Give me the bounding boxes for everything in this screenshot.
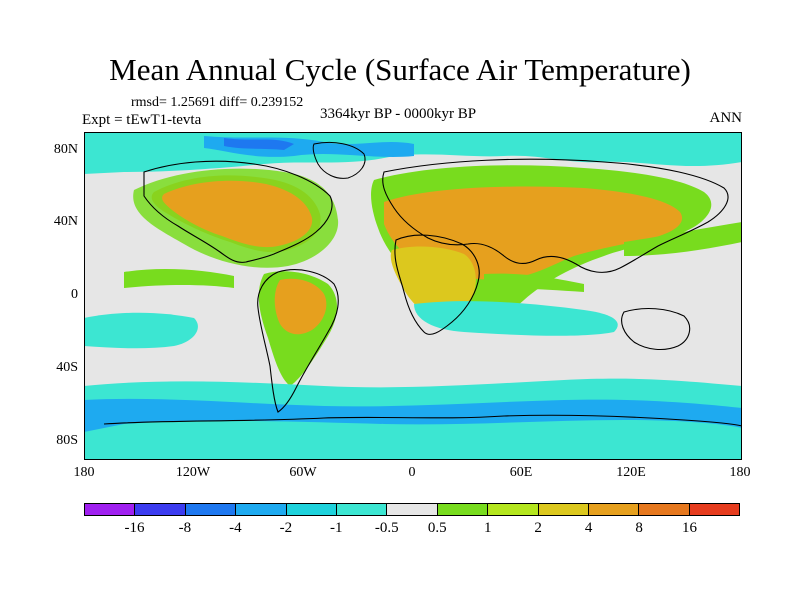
pacific-west-band bbox=[624, 222, 742, 256]
arctic-deep-blue bbox=[224, 138, 294, 150]
australia-outline bbox=[621, 307, 691, 351]
north-america-outline bbox=[143, 160, 333, 263]
lon-label-180w: 180 bbox=[73, 465, 95, 480]
colorbar-swatch bbox=[689, 504, 740, 515]
greenland-outline bbox=[312, 141, 366, 179]
colorbar-swatch bbox=[85, 504, 136, 515]
antarctic-core bbox=[84, 420, 742, 460]
north-america-core bbox=[162, 180, 313, 248]
season-label: ANN bbox=[709, 110, 743, 126]
eurasia-outline bbox=[382, 158, 729, 273]
colorbar-swatch bbox=[286, 504, 337, 515]
colorbar-swatch bbox=[639, 504, 690, 515]
chart-title: Mean Annual Cycle (Surface Air Temperatu… bbox=[109, 52, 691, 87]
experiment-label: Expt = tEwT1-tevta bbox=[82, 112, 202, 128]
colorbar bbox=[84, 503, 740, 516]
colorbar-swatch bbox=[538, 504, 589, 515]
colorbar-swatch bbox=[488, 504, 539, 515]
colorbar-label: -16 bbox=[124, 520, 145, 536]
rmsd-diff-stats: rmsd= 1.25691 diff= 0.239152 bbox=[131, 95, 304, 110]
colorbar-swatch bbox=[336, 504, 388, 515]
antarctica-outline bbox=[103, 414, 742, 427]
colorbar-label: -8 bbox=[178, 520, 192, 536]
south-indian-cool bbox=[414, 301, 618, 336]
colorbar-label: 2 bbox=[534, 520, 542, 536]
colorbar-swatch bbox=[588, 504, 640, 515]
lon-label-180e: 180 bbox=[729, 465, 751, 480]
colorbar-label: 4 bbox=[584, 520, 593, 536]
tropical-atlantic-band bbox=[124, 269, 234, 288]
colorbar-swatch bbox=[437, 504, 489, 515]
south-america-outline bbox=[257, 269, 339, 413]
lat-label-80n: 80N bbox=[53, 142, 78, 157]
indian-ocean-band bbox=[484, 273, 584, 292]
map-border bbox=[84, 132, 742, 460]
africa-outline bbox=[394, 234, 480, 335]
lon-label-120e: 120E bbox=[616, 465, 646, 480]
colorbar-swatch bbox=[236, 504, 287, 515]
lat-label-40n: 40N bbox=[53, 214, 78, 229]
lat-label-80s: 80S bbox=[56, 433, 78, 448]
colorbar-swatch bbox=[387, 504, 438, 515]
colorbar-label: -2 bbox=[279, 520, 293, 536]
lon-label-60e: 60E bbox=[509, 465, 533, 480]
south-pacific-cool bbox=[84, 312, 198, 349]
lat-label-40s: 40S bbox=[56, 360, 78, 375]
colorbar-label: 8 bbox=[635, 520, 643, 536]
colorbar-label: -4 bbox=[229, 520, 242, 536]
lon-label-120w: 120W bbox=[175, 465, 211, 480]
colorbar-label: 1 bbox=[483, 520, 492, 536]
colorbar-swatch bbox=[135, 504, 186, 515]
colorbar-label: -0.5 bbox=[374, 520, 399, 536]
south-america-core bbox=[274, 278, 327, 335]
colorbar-label: 0.5 bbox=[427, 520, 447, 536]
period-label: 3364kyr BP - 0000kyr BP bbox=[320, 106, 477, 122]
colorbar-label: 16 bbox=[682, 520, 698, 536]
colorbar-label: -1 bbox=[330, 520, 343, 536]
lat-label-0: 0 bbox=[71, 287, 78, 302]
africa-warming bbox=[390, 246, 476, 316]
temperature-map bbox=[84, 132, 742, 460]
colorbar-swatch bbox=[185, 504, 237, 515]
lon-label-60w: 60W bbox=[289, 465, 317, 480]
lon-label-0: 0 bbox=[408, 465, 416, 480]
